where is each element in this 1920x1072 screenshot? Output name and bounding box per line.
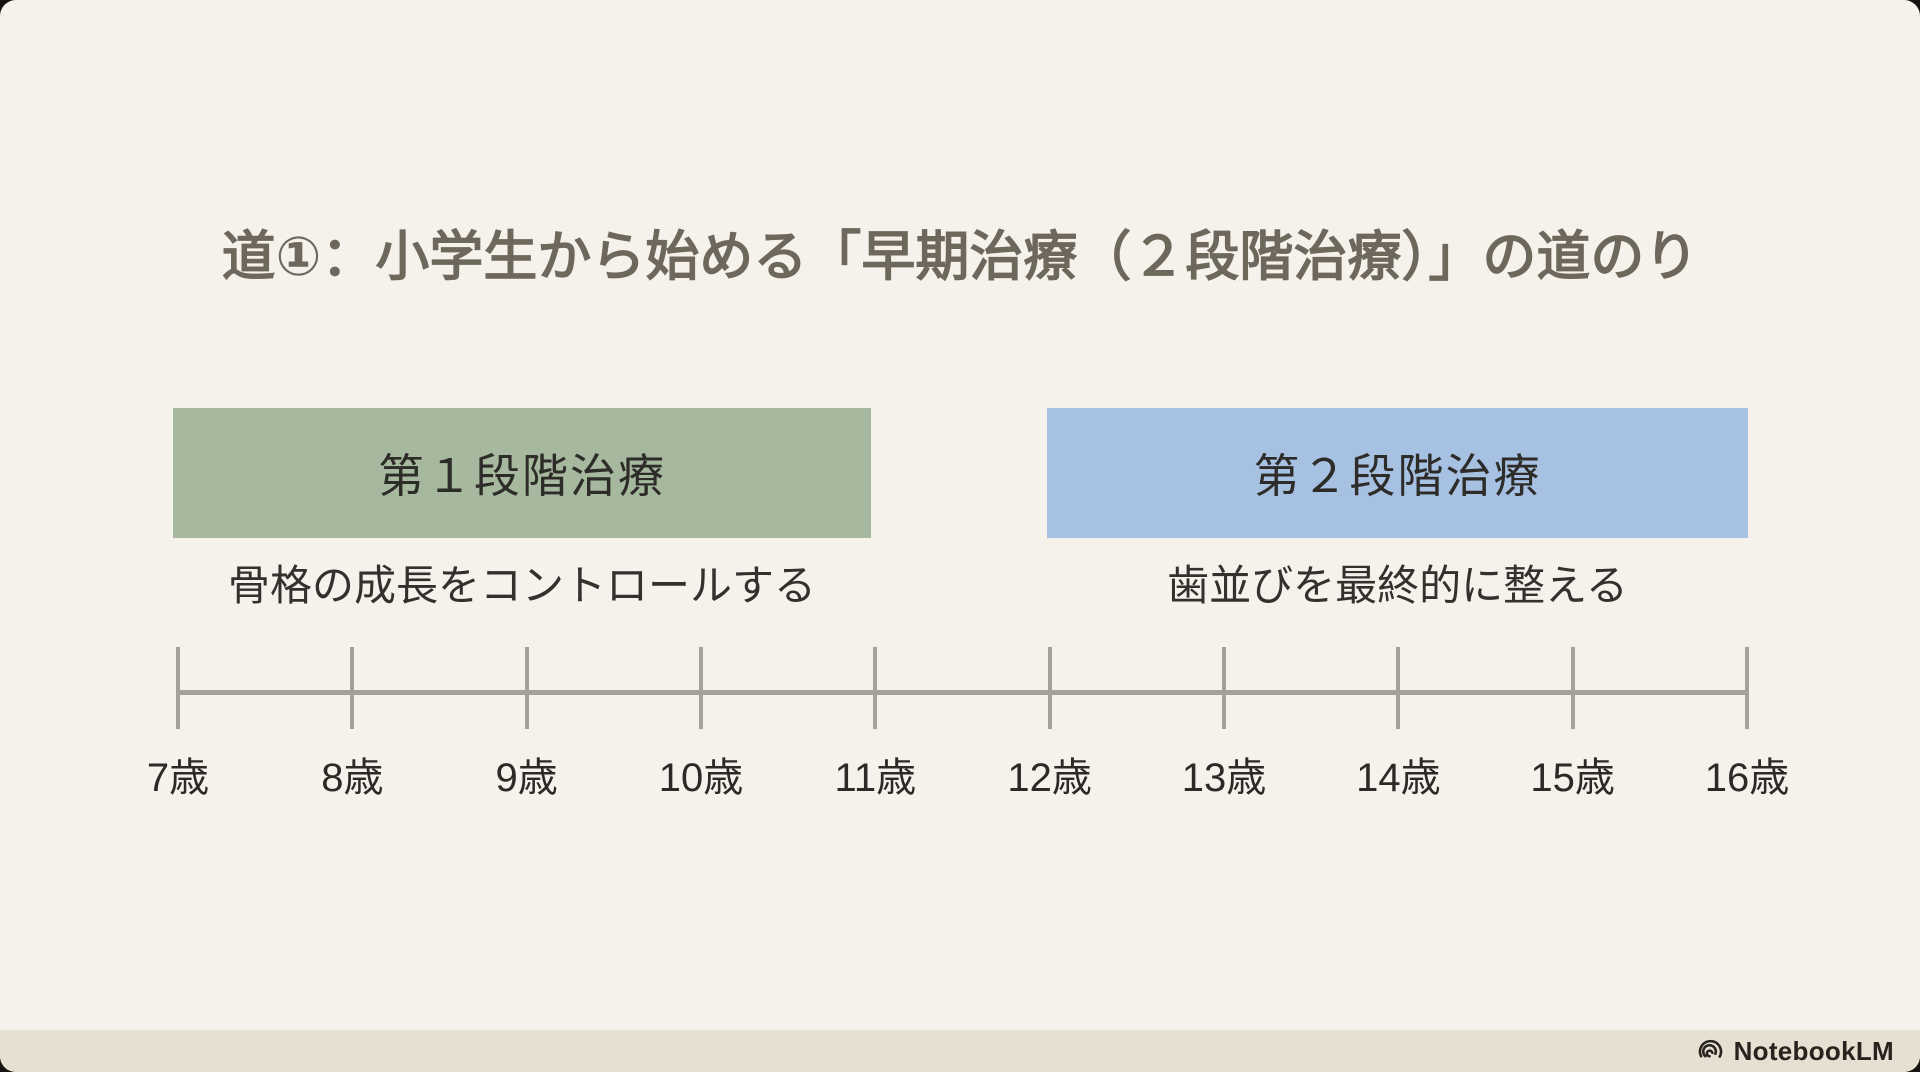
age-label: 10歳 <box>658 756 744 800</box>
timeline-tick <box>1047 647 1052 729</box>
age-label: 15歳 <box>1530 756 1615 800</box>
timeline-tick <box>524 647 529 729</box>
timeline-tick <box>1570 647 1575 729</box>
timeline-tick <box>350 647 355 729</box>
phase1-description: 骨格の成長をコントロールする <box>227 562 816 609</box>
age-label: 16歳 <box>1704 756 1790 800</box>
timeline-tick <box>1745 647 1749 729</box>
notebooklm-logo-icon <box>1697 1037 1725 1065</box>
page-title: 道①：小学生から始める「早期治療（２段階治療）」の道のり <box>221 227 1699 287</box>
age-label: 7歳 <box>146 756 210 800</box>
notebooklm-brand: NotebookLM <box>1697 1036 1894 1067</box>
timeline-tick <box>176 647 180 729</box>
age-timeline: 7歳 8歳 9歳 10歳 11歳 12歳 13歳 14歳 15歳 16歳 <box>147 647 1789 800</box>
age-label: 14歳 <box>1356 756 1441 800</box>
timeline-tick <box>698 647 703 729</box>
age-label: 12歳 <box>1007 756 1092 800</box>
age-label: 11歳 <box>834 756 917 800</box>
age-label: 9歳 <box>495 756 558 800</box>
timeline-tick <box>1222 647 1226 729</box>
notebooklm-brand-label: NotebookLM <box>1733 1035 1894 1066</box>
phase1-label: 第１段階治療 <box>378 450 666 502</box>
age-label: 8歳 <box>321 756 384 800</box>
phase2-box: 第２段階治療 <box>1047 408 1748 538</box>
phase2-description: 歯並びを最終的に整える <box>1167 562 1628 609</box>
phase1-box: 第１段階治療 <box>173 408 871 538</box>
timeline-tick <box>873 647 878 729</box>
footer-bar: NotebookLM <box>0 1030 1920 1072</box>
age-label: 13歳 <box>1181 756 1267 800</box>
timeline-axis <box>178 690 1747 695</box>
timeline-tick <box>1396 647 1401 729</box>
phase2-label: 第２段階治療 <box>1253 450 1542 502</box>
